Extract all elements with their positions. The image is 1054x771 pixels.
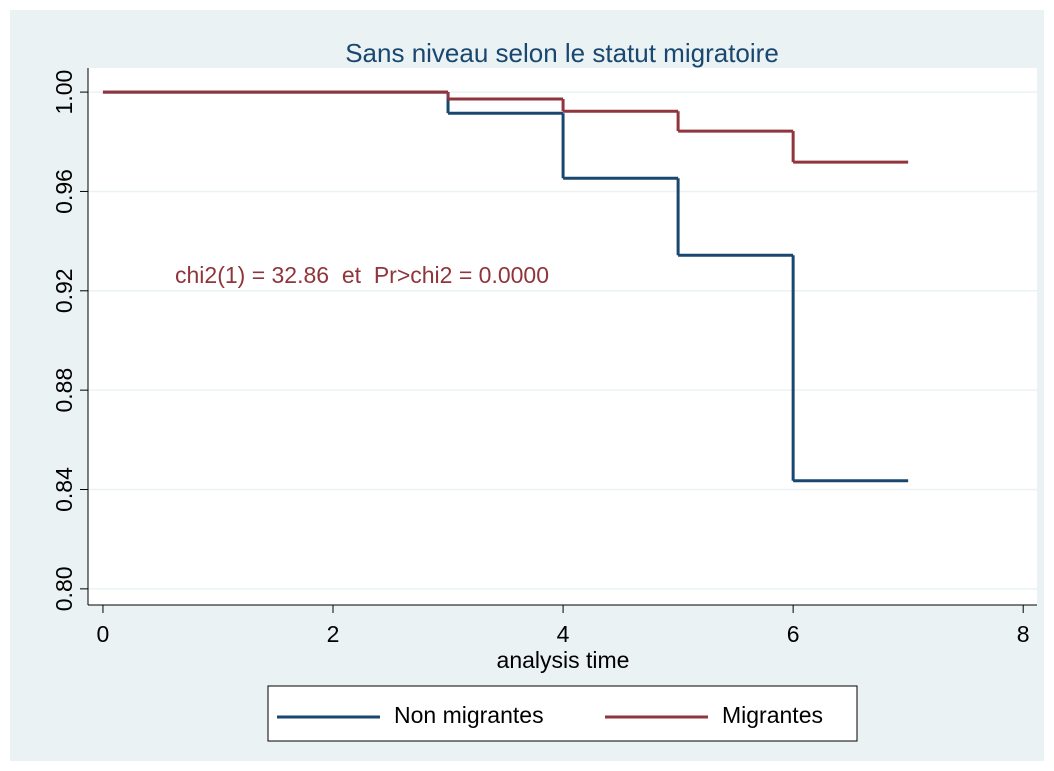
y-tick-label: 0.84 — [51, 467, 77, 512]
legend-label: Migrantes — [722, 702, 823, 728]
legend-box — [267, 685, 858, 742]
x-tick-label: 0 — [97, 621, 110, 647]
x-tick-label: 8 — [1017, 621, 1030, 647]
legend-label: Non migrantes — [394, 702, 544, 728]
x-tick-label: 2 — [327, 621, 340, 647]
y-tick-label: 0.80 — [51, 566, 77, 611]
annotation: chi2(1) = 32.86 et Pr>chi2 = 0.0000 — [175, 262, 549, 288]
chart-title: Sans niveau selon le statut migratoire — [345, 38, 779, 68]
x-axis-title: analysis time — [497, 647, 630, 673]
y-tick-label: 0.92 — [51, 268, 77, 313]
x-tick-label: 4 — [557, 621, 570, 647]
x-tick-label: 6 — [787, 621, 800, 647]
y-tick-label: 0.88 — [51, 368, 77, 413]
y-tick-label: 0.96 — [51, 169, 77, 214]
y-tick-label: 1.00 — [51, 70, 77, 115]
